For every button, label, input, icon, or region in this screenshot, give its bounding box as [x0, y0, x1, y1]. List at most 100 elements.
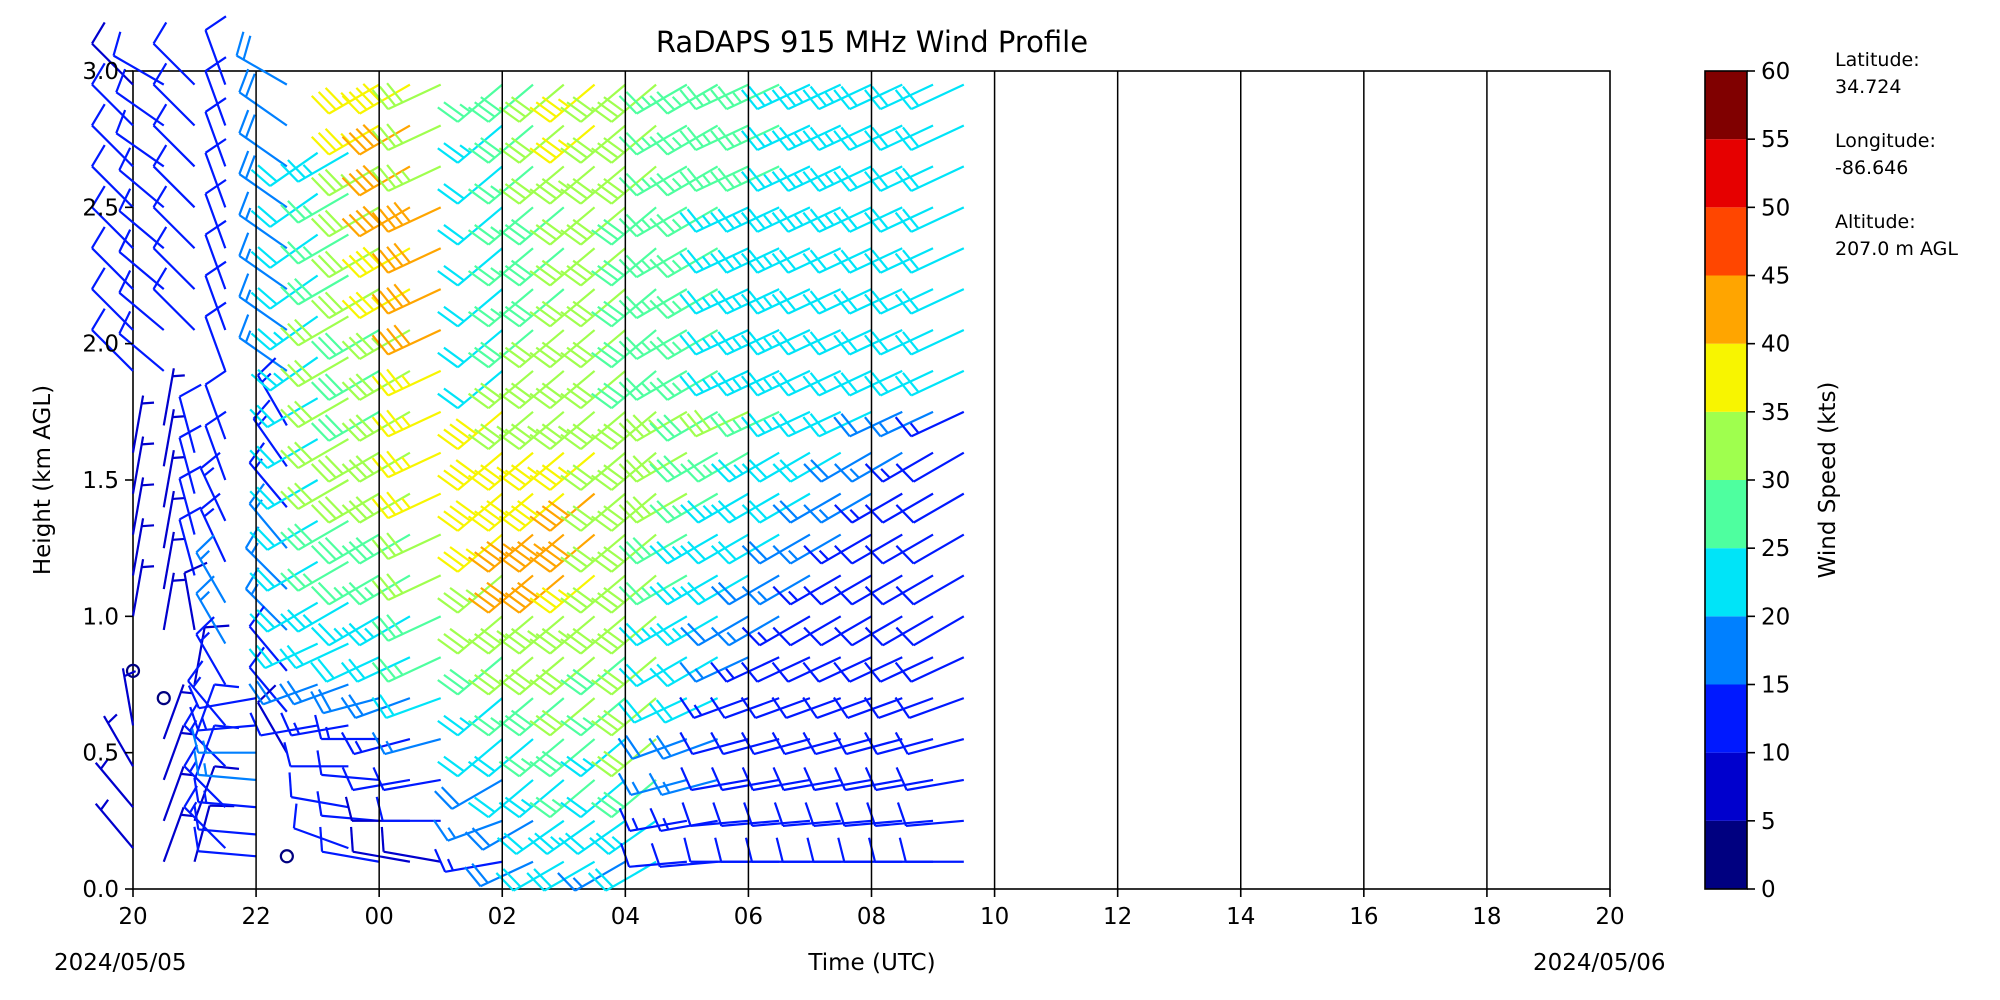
barb-full-flag — [437, 638, 459, 655]
barb-full-flag — [710, 463, 730, 483]
barb-full-flag — [772, 504, 792, 524]
wind-barb — [467, 492, 534, 532]
barb-full-flag — [386, 164, 404, 185]
barb-full-flag — [687, 540, 706, 561]
barb-staff — [238, 214, 288, 250]
wind-barb — [467, 533, 534, 573]
wind-barb — [649, 206, 719, 238]
barb-staff — [183, 765, 227, 808]
barb-full-flag — [535, 755, 557, 773]
barb-full-flag — [178, 424, 202, 439]
barb-full-flag — [510, 627, 533, 645]
barb-half-flag — [818, 508, 829, 520]
barb-staff — [753, 737, 811, 756]
barb-full-flag — [625, 91, 645, 111]
barb-full-flag — [717, 290, 735, 311]
barb-full-flag — [894, 661, 913, 683]
barb-staff — [636, 329, 688, 360]
barb-staff — [359, 533, 411, 565]
barb-staff — [387, 165, 442, 192]
barb-full-flag — [386, 409, 404, 431]
wind-barb — [560, 656, 627, 696]
barb-staff — [91, 124, 134, 168]
wind-barb — [618, 451, 688, 483]
barb-full-flag — [833, 252, 851, 274]
barb-full-flag — [195, 534, 215, 554]
barb-staff — [355, 697, 411, 720]
barb-staff — [849, 329, 903, 356]
barb-full-flag — [340, 661, 359, 683]
barb-full-flag — [371, 252, 389, 274]
barb-half-flag — [641, 300, 652, 311]
barb-full-flag — [560, 392, 582, 410]
barb-half-flag — [459, 144, 471, 154]
barb-full-flag — [650, 843, 661, 868]
wind-barb — [679, 656, 749, 683]
wind-barb — [371, 82, 442, 111]
barb-staff — [910, 410, 965, 438]
barb-full-flag — [443, 673, 465, 691]
barb-full-flag — [632, 414, 652, 434]
barb-full-flag — [287, 404, 306, 424]
barb-full-flag — [594, 868, 614, 888]
barb-half-flag — [527, 425, 539, 435]
barb-full-flag — [250, 169, 271, 187]
barb-full-flag — [572, 505, 594, 522]
barb-staff — [198, 828, 257, 836]
barb-staff — [880, 124, 934, 152]
barb-half-flag — [447, 827, 457, 839]
barb-full-flag — [371, 580, 389, 601]
wind-barb — [802, 329, 872, 356]
barb-full-flag — [597, 305, 619, 323]
barb-full-flag — [871, 126, 889, 148]
barb-staff — [487, 410, 534, 450]
barb-full-flag — [256, 486, 276, 506]
barb-full-flag — [118, 147, 132, 171]
wind-barb — [437, 656, 503, 696]
barb-full-flag — [287, 445, 306, 465]
barb-staff — [238, 91, 288, 127]
barb-staff — [457, 165, 503, 205]
barb-full-flag — [740, 375, 759, 397]
barb-staff — [695, 288, 749, 315]
barb-staff — [787, 247, 842, 274]
barb-staff — [387, 369, 442, 397]
barb-half-flag — [123, 670, 137, 678]
barb-staff — [756, 247, 811, 274]
barb-full-flag — [679, 334, 697, 356]
barb-staff — [820, 615, 873, 647]
barb-full-flag — [535, 633, 557, 650]
wind-barb — [772, 492, 842, 524]
wind-barb — [741, 615, 811, 647]
barb-full-flag — [204, 301, 227, 318]
wind-barb — [617, 697, 688, 724]
barb-full-flag — [773, 802, 784, 827]
barb-full-flag — [204, 410, 227, 427]
wind-barb — [103, 713, 134, 767]
barb-full-flag — [249, 408, 269, 428]
barb-staff — [913, 615, 965, 647]
barb-half-flag — [732, 296, 742, 308]
barb-full-flag — [504, 551, 527, 568]
barb-full-flag — [572, 178, 594, 195]
barb-staff — [695, 83, 749, 111]
barb-full-flag — [779, 500, 799, 520]
barb-full-flag — [804, 802, 815, 827]
barb-full-flag — [355, 209, 375, 230]
wind-barb — [591, 451, 657, 491]
barb-staff — [610, 697, 657, 737]
barb-full-flag — [894, 731, 909, 755]
barb-full-flag — [835, 802, 846, 827]
wind-barb — [894, 696, 965, 720]
wind-barb — [437, 738, 503, 778]
wind-barb — [341, 123, 411, 156]
barb-staff — [204, 425, 227, 481]
barb-half-flag — [141, 401, 155, 405]
barb-full-flag — [437, 106, 459, 123]
barb-full-flag — [683, 837, 692, 863]
barb-full-flag — [547, 500, 570, 517]
barb-staff — [580, 533, 627, 573]
barb-full-flag — [560, 515, 582, 532]
wind-barb — [740, 329, 811, 356]
barb-full-flag — [510, 382, 533, 399]
